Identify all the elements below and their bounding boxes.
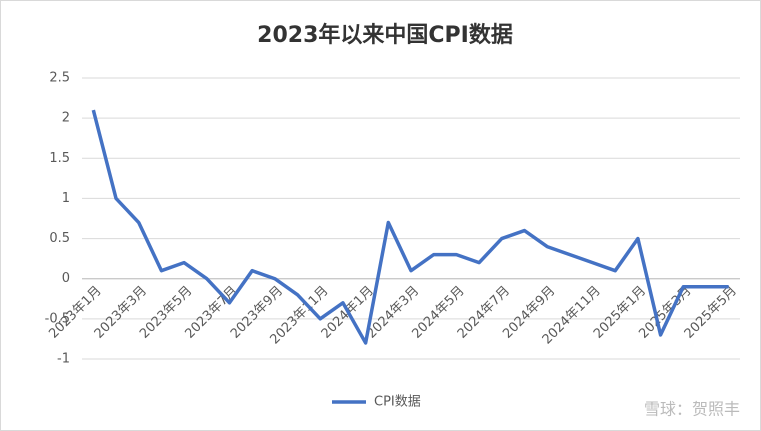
y-tick-label: 0.5 [49, 231, 70, 246]
y-tick-label: -0.5 [45, 311, 70, 326]
y-tick-label: 2.5 [49, 71, 70, 86]
line-series [91, 109, 729, 345]
y-tick-label: 1.5 [49, 151, 70, 166]
legend-label: CPI数据 [374, 395, 421, 410]
watermark: 雪球：贺照丰 [644, 400, 740, 419]
y-tick-label: 0 [62, 271, 70, 286]
y-tick-label: 1 [62, 191, 70, 206]
chart-title: 2023年以来中国CPI数据 [257, 22, 513, 48]
y-tick-label: -1 [57, 352, 70, 367]
y-tick-label: 2 [62, 111, 70, 126]
